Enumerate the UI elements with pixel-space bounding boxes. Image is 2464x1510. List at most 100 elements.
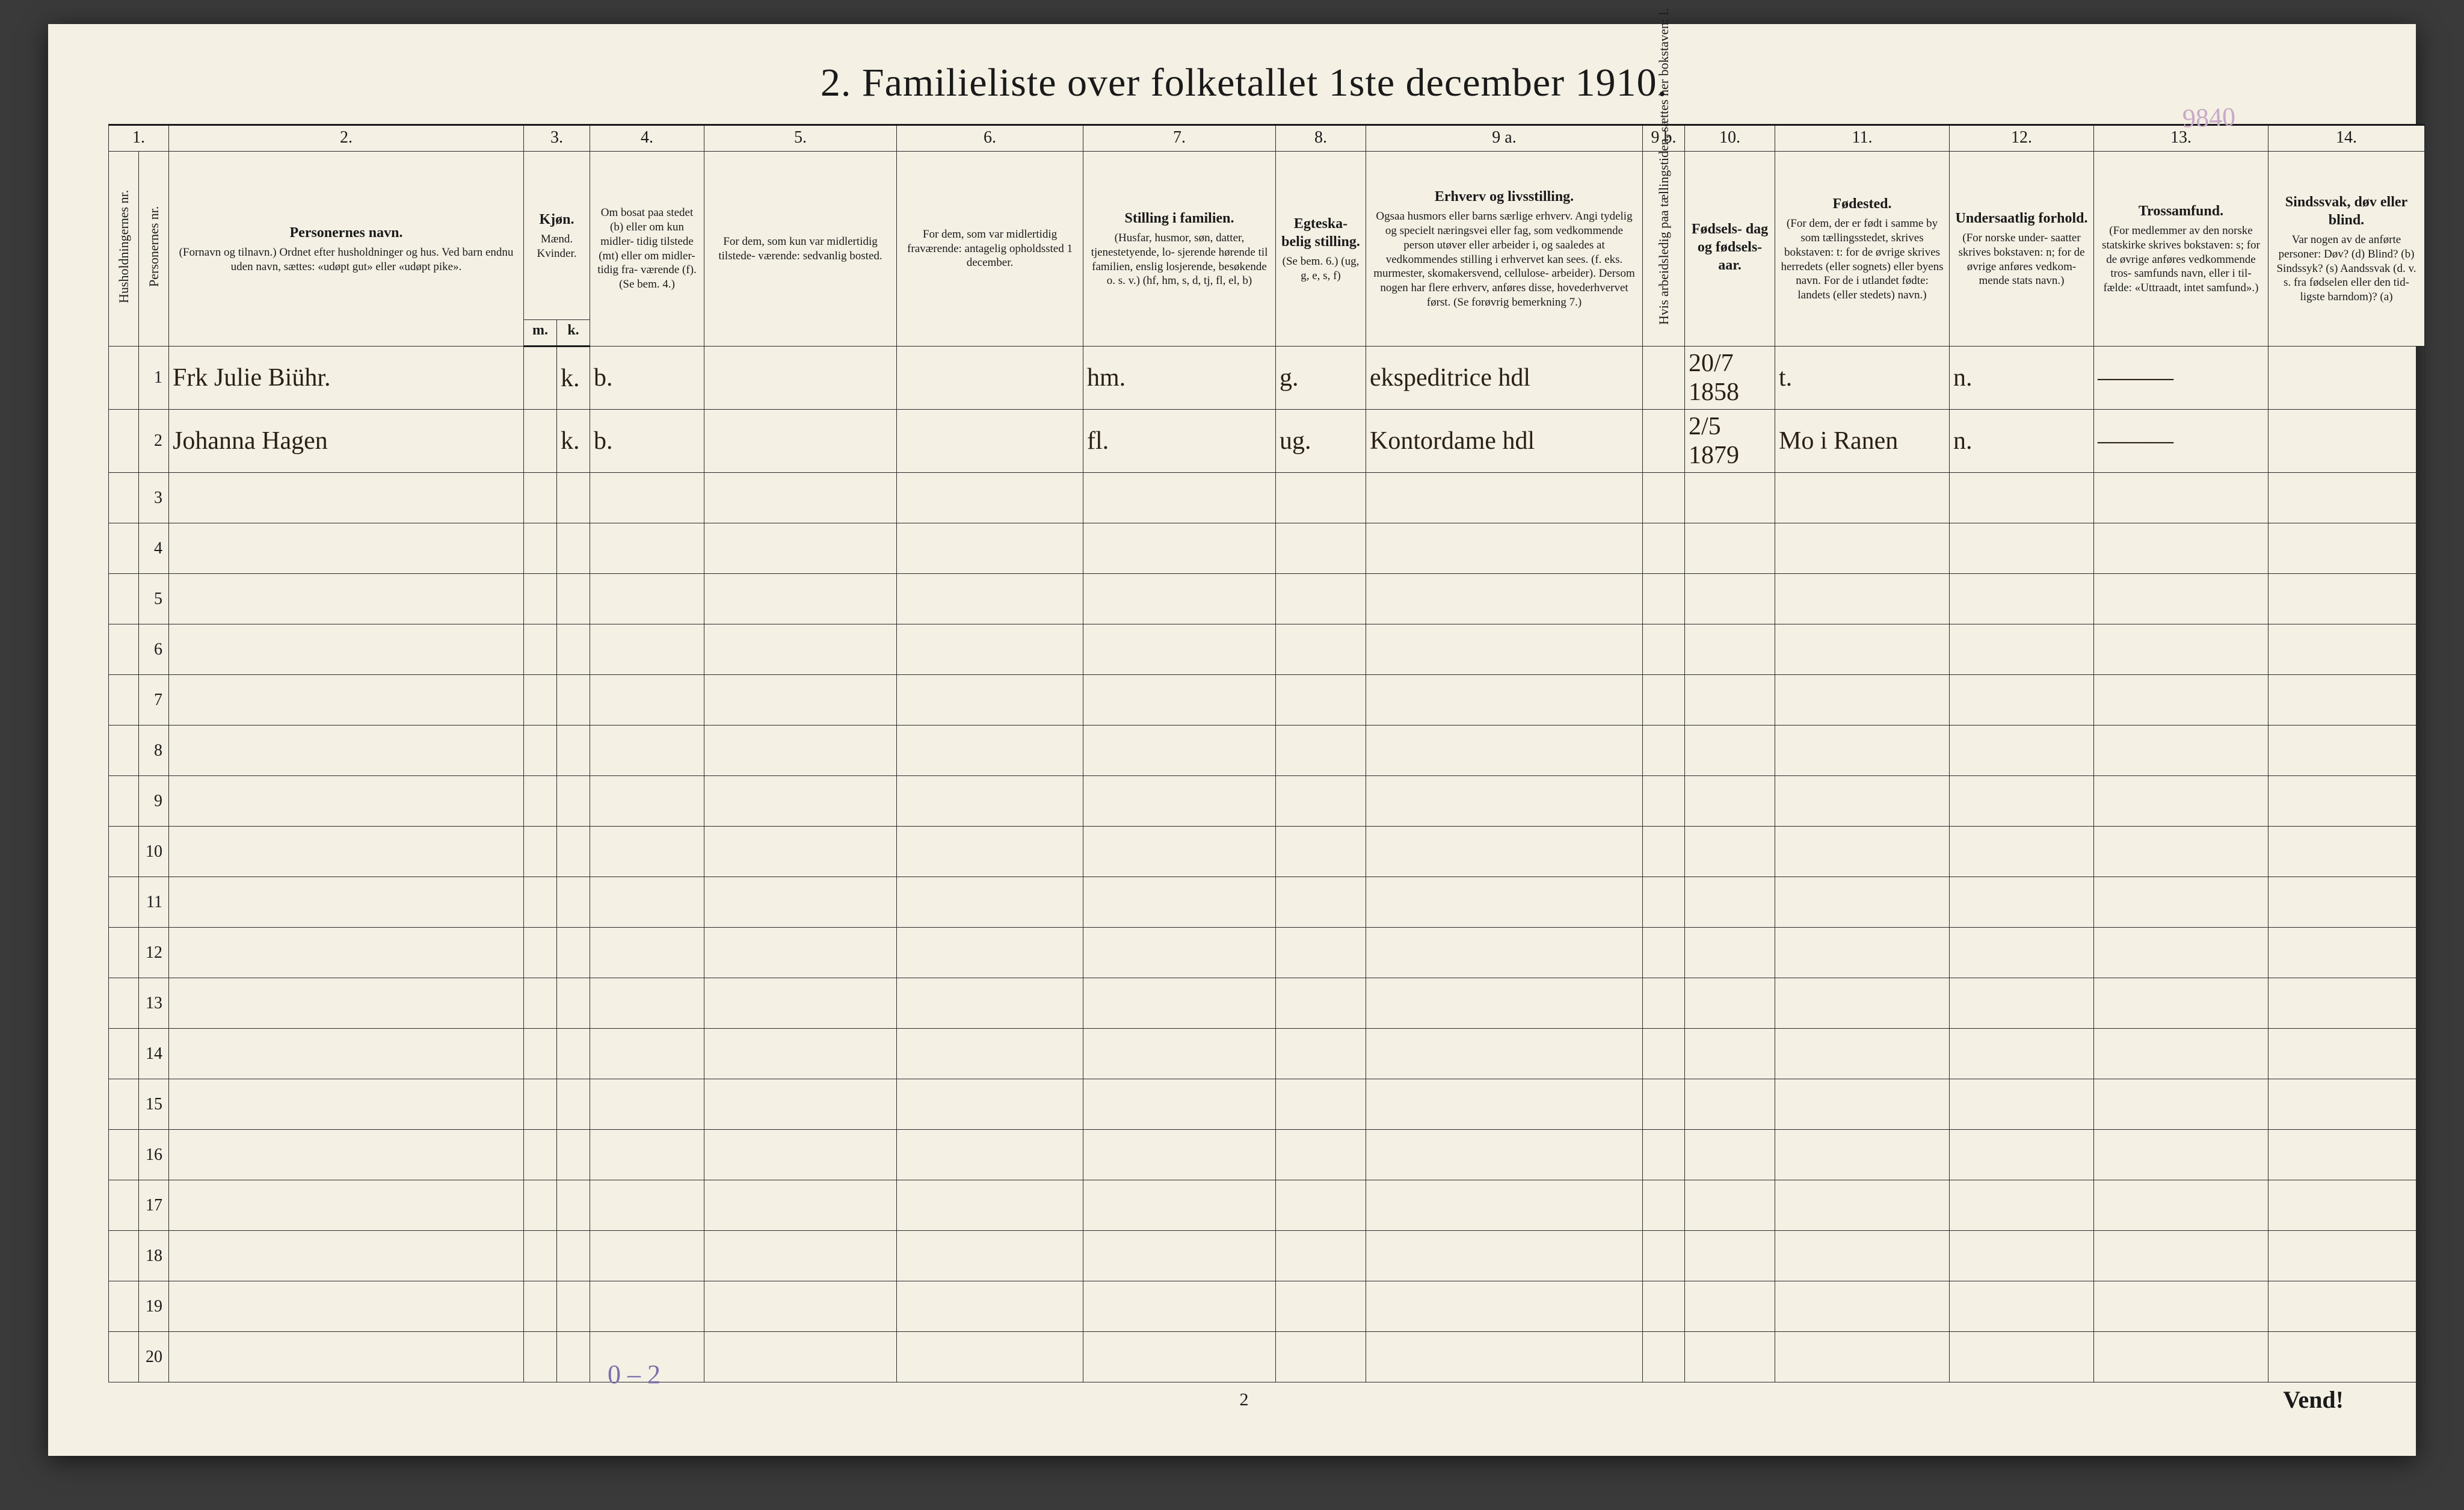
- cell-stilling-fam: fl.: [1083, 410, 1276, 473]
- cell-empty: [1685, 877, 1775, 928]
- cell-empty: [1083, 574, 1276, 624]
- cell-household-nr: [109, 410, 139, 473]
- cell-empty: [557, 877, 590, 928]
- cell-household-nr: [109, 928, 139, 978]
- cell-person-nr: 17: [139, 1180, 169, 1231]
- cell-empty: [1083, 675, 1276, 726]
- cell-empty: [2268, 1029, 2425, 1079]
- cell-empty: [2268, 827, 2425, 877]
- cell-empty: [524, 928, 557, 978]
- cell-empty: [1366, 776, 1643, 827]
- cell-empty: [557, 928, 590, 978]
- cell-empty: [1950, 1332, 2094, 1382]
- cell-empty: [1775, 726, 1950, 776]
- cell-empty: [2268, 1130, 2425, 1180]
- cell-household-nr: [109, 1029, 139, 1079]
- cell-empty: [1276, 776, 1366, 827]
- cell-empty: [590, 1029, 704, 1079]
- cell-empty: [897, 1029, 1083, 1079]
- cell-midtilstede: [704, 410, 897, 473]
- cell-empty: [2268, 523, 2425, 574]
- cell-fodselsdato: 20/7 1858: [1685, 347, 1775, 410]
- cell-empty: [169, 978, 524, 1029]
- cell-empty: [897, 776, 1083, 827]
- cell-empty: [169, 877, 524, 928]
- cell-empty: [704, 978, 897, 1029]
- table-row: 16: [109, 1130, 2425, 1180]
- cell-empty: [1276, 473, 1366, 523]
- hdr-erhverv: Erhverv og livsstilling. Ogsaa husmors e…: [1366, 152, 1643, 347]
- cell-empty: [1950, 827, 2094, 877]
- cell-empty: [897, 978, 1083, 1029]
- table-row: 7: [109, 675, 2425, 726]
- cell-empty: [1083, 776, 1276, 827]
- cell-empty: [557, 1029, 590, 1079]
- cell-empty: [1083, 1079, 1276, 1130]
- cell-erhverv: Kontordame hdl: [1366, 410, 1643, 473]
- cell-empty: [897, 928, 1083, 978]
- cell-empty: [1950, 473, 2094, 523]
- cell-empty: [1366, 1231, 1643, 1281]
- cell-name: Frk Julie Biühr.: [169, 347, 524, 410]
- cell-empty: [1775, 776, 1950, 827]
- cell-tros: ———: [2094, 410, 2268, 473]
- cell-empty: [1775, 827, 1950, 877]
- cell-empty: [1950, 928, 2094, 978]
- cell-empty: [590, 1079, 704, 1130]
- cell-empty: [2268, 574, 2425, 624]
- table-row: 3: [109, 473, 2425, 523]
- hdr-bosat: Om bosat paa stedet (b) eller om kun mid…: [590, 152, 704, 347]
- cell-empty: [2268, 1281, 2425, 1332]
- cell-household-nr: [109, 1231, 139, 1281]
- table-body: 1Frk Julie Biühr.k.b.hm.g.ekspeditrice h…: [109, 347, 2425, 1382]
- cell-empty: [1643, 827, 1685, 877]
- cell-empty: [1366, 726, 1643, 776]
- cell-empty: [590, 523, 704, 574]
- cell-person-nr: 3: [139, 473, 169, 523]
- cell-empty: [1643, 1332, 1685, 1382]
- cell-empty: [169, 1231, 524, 1281]
- cell-household-nr: [109, 776, 139, 827]
- cell-empty: [2094, 675, 2268, 726]
- cell-empty: [897, 624, 1083, 675]
- cell-person-nr: 5: [139, 574, 169, 624]
- cell-empty: [704, 1180, 897, 1231]
- cell-empty: [1083, 1281, 1276, 1332]
- cell-empty: [2094, 776, 2268, 827]
- cell-empty: [169, 523, 524, 574]
- cell-empty: [557, 574, 590, 624]
- cell-empty: [557, 978, 590, 1029]
- page-title: 2. Familieliste over folketallet 1ste de…: [108, 60, 2380, 106]
- cell-person-nr: 19: [139, 1281, 169, 1332]
- cell-empty: [1950, 523, 2094, 574]
- cell-household-nr: [109, 726, 139, 776]
- table-row: 13: [109, 978, 2425, 1029]
- cell-empty: [1775, 675, 1950, 726]
- hdr-trossamfund: Trossamfund. (For medlemmer av den norsk…: [2094, 152, 2268, 347]
- cell-empty: [1775, 1180, 1950, 1231]
- cell-person-nr: 11: [139, 877, 169, 928]
- cell-empty: [590, 473, 704, 523]
- cell-sex-m: [524, 410, 557, 473]
- cell-empty: [2094, 1180, 2268, 1231]
- cell-empty: [557, 624, 590, 675]
- hdr-sex: Kjøn. Mænd. Kvinder.: [524, 152, 590, 320]
- hdr-arbeidsledig: Hvis arbeidsledig paa tællingstiden, sæt…: [1643, 152, 1685, 347]
- cell-sex-m: [524, 347, 557, 410]
- cell-empty: [1685, 1079, 1775, 1130]
- cell-empty: [704, 1281, 897, 1332]
- footer-page-number: 2: [108, 1390, 2380, 1410]
- cell-empty: [2268, 776, 2425, 827]
- cell-empty: [2094, 523, 2268, 574]
- cell-person-nr: 6: [139, 624, 169, 675]
- cell-empty: [524, 1281, 557, 1332]
- cell-empty: [897, 675, 1083, 726]
- table-row: 8: [109, 726, 2425, 776]
- cell-empty: [704, 624, 897, 675]
- cell-empty: [169, 624, 524, 675]
- cell-empty: [1775, 624, 1950, 675]
- cell-person-nr: 12: [139, 928, 169, 978]
- cell-empty: [1775, 1029, 1950, 1079]
- hdr-person-nr: Personernes nr.: [139, 152, 169, 347]
- cell-empty: [2268, 624, 2425, 675]
